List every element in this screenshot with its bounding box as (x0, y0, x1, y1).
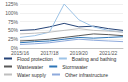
svg-text:Flood protection: Flood protection (17, 56, 53, 62)
svg-text:0%: 0% (10, 45, 18, 51)
svg-text:Boating and bathing: Boating and bathing (72, 56, 117, 62)
svg-text:2019/20: 2019/20 (69, 49, 88, 56)
svg-text:50%: 50% (8, 27, 19, 33)
svg-text:75%: 75% (8, 19, 19, 25)
svg-text:125%: 125% (5, 1, 18, 7)
svg-text:2017/18: 2017/18 (40, 49, 59, 56)
svg-text:2021/22: 2021/22 (99, 49, 118, 56)
svg-text:Wastewater: Wastewater (17, 64, 44, 70)
svg-text:25%: 25% (8, 36, 19, 42)
svg-text:Stormwater: Stormwater (62, 64, 88, 70)
svg-text:Other infrastructure: Other infrastructure (65, 72, 108, 78)
svg-text:100%: 100% (5, 10, 18, 16)
svg-text:2015/16: 2015/16 (11, 49, 29, 56)
svg-text:Water supply: Water supply (17, 72, 46, 78)
